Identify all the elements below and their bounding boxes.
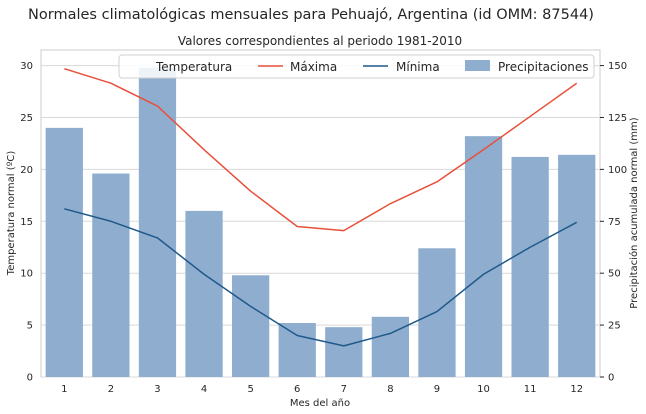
- left-tick-label-3: 15: [20, 217, 33, 228]
- right-axis-ticks: 0 25 50 75 100 125 150: [600, 61, 627, 384]
- precip-bar-9: [418, 248, 456, 377]
- min-temp-line: [64, 208, 578, 347]
- left-tick-label-2: 10: [20, 269, 33, 280]
- legend-precip-label: Precipitaciones: [498, 60, 589, 74]
- precipitation-bars: [45, 67, 596, 378]
- right-tick-label-5: 125: [608, 113, 627, 124]
- x-tick-label-12: 12: [570, 384, 583, 395]
- precip-bar-6: [278, 323, 316, 377]
- right-tick-label-0: 0: [608, 373, 614, 384]
- x-axis-label: Mes del año: [290, 398, 350, 409]
- x-tick-label-6: 6: [294, 384, 300, 395]
- legend-precip-swatch: [465, 60, 490, 71]
- precip-bar-12: [558, 154, 596, 377]
- max-temp-line: [64, 67, 578, 232]
- x-tick-label-11: 11: [524, 384, 537, 395]
- right-tick-label-2: 50: [608, 269, 621, 280]
- plot-area: [40, 49, 601, 378]
- chart-title: Normales climatológicas mensuales para P…: [28, 7, 594, 23]
- precip-bar-2: [92, 173, 130, 377]
- x-axis-ticks: 1 2 3 4 5 6 7 8 9 10 11 12: [61, 384, 583, 395]
- x-tick-label-10: 10: [477, 384, 490, 395]
- temperature-lines: [64, 67, 578, 347]
- x-tick-label-4: 4: [201, 384, 207, 395]
- chart-subtitle: Valores correspondientes al periodo 1981…: [178, 34, 462, 48]
- x-tick-label-9: 9: [434, 384, 440, 395]
- x-tick-label-8: 8: [387, 384, 393, 395]
- right-axis-label: Precipitación acumulada normal (mm): [628, 117, 640, 308]
- left-axis-label: Temperatura normal (ºC): [6, 151, 17, 277]
- left-tick-label-4: 20: [20, 165, 33, 176]
- precip-bar-8: [371, 316, 410, 377]
- left-tick-label-6: 30: [20, 61, 33, 72]
- right-tick-label-4: 100: [608, 165, 627, 176]
- legend: Temperatura Máxima Mínima Precipitacione…: [118, 54, 595, 79]
- precip-bar-10: [464, 136, 503, 377]
- precip-bar-7: [325, 327, 363, 377]
- left-axis-ticks: 0 5 10 15 20 25 30: [20, 61, 33, 383]
- x-tick-label-5: 5: [247, 384, 253, 395]
- x-tick-label-3: 3: [154, 384, 160, 395]
- right-tick-label-1: 25: [608, 321, 621, 332]
- left-tick-label-5: 25: [20, 113, 33, 124]
- legend-max-label: Máxima: [290, 60, 337, 74]
- precip-bar-5: [231, 275, 270, 377]
- precip-bar-1: [45, 127, 83, 377]
- x-tick-label-7: 7: [341, 384, 347, 395]
- x-tick-label-1: 1: [61, 384, 67, 395]
- left-tick-label-1: 5: [27, 321, 33, 332]
- legend-min-label: Mínima: [396, 60, 440, 74]
- precip-bar-4: [185, 210, 223, 377]
- left-tick-label-0: 0: [27, 373, 33, 384]
- x-tick-label-2: 2: [108, 384, 114, 395]
- right-tick-label-3: 75: [608, 217, 621, 228]
- precip-bar-11: [511, 156, 549, 377]
- legend-title: Temperatura: [155, 60, 232, 74]
- right-tick-label-6: 150: [608, 61, 627, 72]
- precip-bar-3: [138, 67, 177, 378]
